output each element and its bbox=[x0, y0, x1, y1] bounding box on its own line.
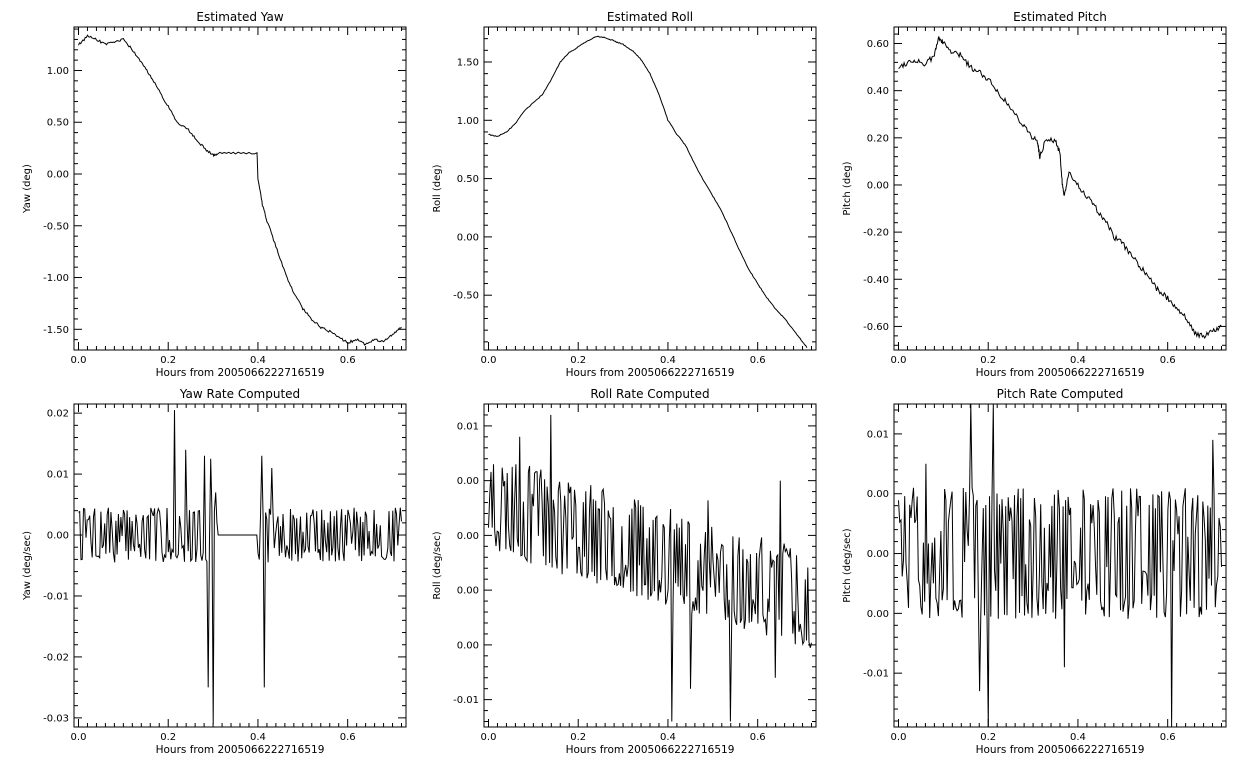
y-tick-label: 0.00 bbox=[867, 489, 889, 500]
y-tick-label: -0.20 bbox=[863, 228, 889, 239]
y-axis-label: Pitch (deg/sec) bbox=[842, 528, 853, 603]
x-axis-label: Hours from 2005066222716519 bbox=[566, 367, 735, 379]
x-tick-label: 0.4 bbox=[250, 355, 266, 366]
x-tick-label: 0.6 bbox=[750, 355, 766, 366]
y-tick-label: 1.00 bbox=[457, 116, 479, 127]
x-tick-label: 0.6 bbox=[340, 355, 356, 366]
y-axis-label: Roll (deg/sec) bbox=[432, 531, 443, 599]
x-tick-label: 0.6 bbox=[340, 732, 356, 743]
x-axis-label: Hours from 2005066222716519 bbox=[566, 744, 735, 756]
plot-frame bbox=[893, 26, 1227, 351]
chart-panel-5: Pitch Rate Computed 0.0 0.2 0.4 0.6 -0.01 0.00… bbox=[842, 387, 1227, 756]
y-tick-label: 1.00 bbox=[47, 66, 69, 77]
series-line-0 bbox=[488, 35, 808, 348]
chart-title: Estimated Yaw bbox=[196, 10, 283, 24]
chart-panel-0: Estimated Yaw 0.0 0.2 0.4 0.6 -1.50 -1.00 -0.50… bbox=[22, 10, 407, 379]
y-tick-label: -0.01 bbox=[863, 669, 889, 680]
x-tick-label: 0.0 bbox=[481, 732, 497, 743]
y-tick-label: 0.00 bbox=[457, 476, 479, 487]
y-tick-label: 0.20 bbox=[867, 133, 889, 144]
x-axis-label: Hours from 2005066222716519 bbox=[156, 367, 325, 379]
x-tick-label: 0.6 bbox=[1160, 732, 1176, 743]
y-tick-label: 0.60 bbox=[867, 39, 889, 50]
y-tick-label: -0.60 bbox=[863, 322, 889, 333]
chart-title: Roll Rate Computed bbox=[590, 387, 709, 401]
y-axis-label: Yaw (deg) bbox=[22, 164, 33, 214]
chart-panel-4: Roll Rate Computed 0.0 0.2 0.4 0.6 -0.01 0.00 0… bbox=[432, 387, 817, 756]
y-tick-label: -0.01 bbox=[453, 695, 479, 706]
x-axis-label: Hours from 2005066222716519 bbox=[156, 744, 325, 756]
y-tick-label: 0.01 bbox=[47, 470, 69, 481]
x-axis-label: Hours from 2005066222716519 bbox=[976, 367, 1145, 379]
series-line-0 bbox=[78, 34, 402, 346]
x-tick-label: 0.0 bbox=[891, 355, 907, 366]
x-tick-label: 0.2 bbox=[980, 355, 996, 366]
chart-panel-2: Estimated Pitch 0.0 0.2 0.4 0.6 -0.60 -0.40 -0.… bbox=[842, 10, 1227, 379]
y-tick-label: 0.00 bbox=[457, 586, 479, 597]
x-tick-label: 0.4 bbox=[250, 732, 266, 743]
y-axis-label: Roll (deg) bbox=[432, 164, 443, 212]
y-axis-label: Pitch (deg) bbox=[842, 161, 853, 215]
chart-panel-3: Yaw Rate Computed 0.0 0.2 0.4 0.6 -0.03 -0.02 -… bbox=[22, 387, 407, 756]
x-tick-label: 0.4 bbox=[1070, 732, 1086, 743]
y-tick-label: -0.01 bbox=[43, 591, 69, 602]
series-line-0 bbox=[78, 410, 402, 725]
x-tick-label: 0.2 bbox=[570, 732, 586, 743]
x-tick-label: 0.2 bbox=[570, 355, 586, 366]
y-tick-label: 0.00 bbox=[457, 640, 479, 651]
y-tick-label: 0.00 bbox=[47, 170, 69, 181]
x-tick-label: 0.2 bbox=[160, 732, 176, 743]
x-tick-label: 0.0 bbox=[71, 355, 87, 366]
plot-frame bbox=[73, 403, 407, 728]
y-tick-label: 0.00 bbox=[867, 180, 889, 191]
chart-title: Yaw Rate Computed bbox=[179, 387, 300, 401]
y-tick-label: -0.50 bbox=[43, 221, 69, 232]
y-tick-label: 0.40 bbox=[867, 86, 889, 97]
y-tick-label: 1.50 bbox=[457, 57, 479, 68]
x-tick-label: 0.0 bbox=[481, 355, 497, 366]
x-tick-label: 0.0 bbox=[891, 732, 907, 743]
x-tick-label: 0.4 bbox=[660, 355, 676, 366]
x-tick-label: 0.6 bbox=[1160, 355, 1176, 366]
chart-title: Estimated Roll bbox=[607, 10, 693, 24]
y-tick-label: 0.01 bbox=[867, 429, 889, 440]
series-line-0 bbox=[898, 36, 1222, 340]
y-tick-label: -0.50 bbox=[453, 291, 479, 302]
chart-title: Pitch Rate Computed bbox=[997, 387, 1124, 401]
x-tick-label: 0.6 bbox=[750, 732, 766, 743]
y-tick-label: 0.00 bbox=[457, 531, 479, 542]
y-tick-label: -0.03 bbox=[43, 713, 69, 724]
chart-panel-1: Estimated Roll 0.0 0.2 0.4 0.6 -0.50 0.00 0.50 1… bbox=[432, 10, 817, 379]
y-tick-label: 0.00 bbox=[867, 609, 889, 620]
chart-title: Estimated Pitch bbox=[1013, 10, 1107, 24]
plot-frame bbox=[73, 26, 407, 351]
y-tick-label: -1.50 bbox=[43, 325, 69, 336]
y-tick-label: 0.01 bbox=[457, 421, 479, 432]
y-tick-label: -1.00 bbox=[43, 273, 69, 284]
y-tick-label: 0.00 bbox=[867, 549, 889, 560]
y-tick-label: 0.00 bbox=[47, 531, 69, 542]
x-tick-label: 0.2 bbox=[160, 355, 176, 366]
x-tick-label: 0.4 bbox=[660, 732, 676, 743]
y-tick-label: 0.00 bbox=[457, 232, 479, 243]
y-tick-label: 0.02 bbox=[47, 409, 69, 420]
plot-frame bbox=[483, 26, 817, 351]
series-line-0 bbox=[488, 414, 812, 722]
y-axis-label: Yaw (deg/sec) bbox=[22, 531, 33, 601]
y-tick-label: 0.50 bbox=[457, 174, 479, 185]
x-axis-label: Hours from 2005066222716519 bbox=[976, 744, 1145, 756]
y-tick-label: -0.02 bbox=[43, 652, 69, 663]
y-tick-label: 0.50 bbox=[47, 118, 69, 129]
y-tick-label: -0.40 bbox=[863, 275, 889, 286]
x-tick-label: 0.0 bbox=[71, 732, 87, 743]
series-line-0 bbox=[898, 403, 1222, 728]
x-tick-label: 0.2 bbox=[980, 732, 996, 743]
x-tick-label: 0.4 bbox=[1070, 355, 1086, 366]
